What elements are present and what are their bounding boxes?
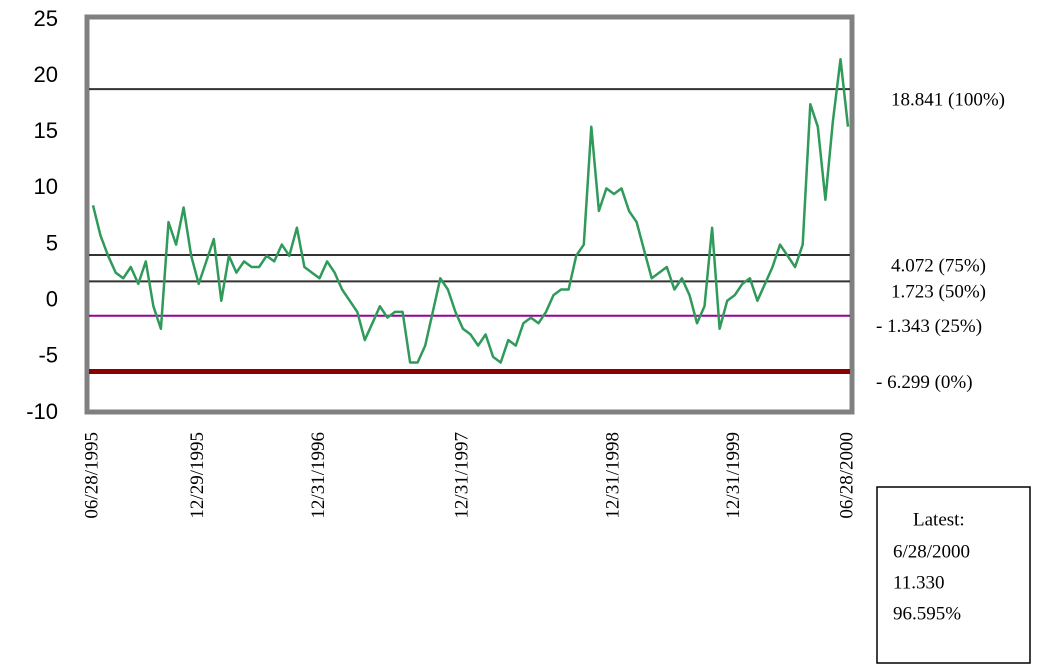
x-tick-label: 12/29/1995 xyxy=(187,432,208,519)
reference-label: 18.841 (100%) xyxy=(891,90,1005,111)
y-tick-label: 15 xyxy=(34,118,58,143)
latest-value: 11.330 xyxy=(893,572,945,593)
y-tick-label: -10 xyxy=(26,399,58,424)
latest-date: 6/28/2000 xyxy=(893,541,970,562)
latest-percent: 96.595% xyxy=(893,603,961,624)
reference-label: - 1.343 (25%) xyxy=(876,316,982,337)
y-tick-label: 25 xyxy=(34,6,58,31)
x-tick-label: 12/31/1997 xyxy=(451,432,472,519)
y-tick-label: 5 xyxy=(46,230,58,255)
x-tick-label: 06/28/1995 xyxy=(81,432,102,519)
reference-label: 1.723 (50%) xyxy=(891,282,986,303)
y-tick-label: -5 xyxy=(38,343,58,368)
x-tick-label: 12/31/1996 xyxy=(308,432,329,519)
latest-title: Latest: xyxy=(913,509,965,530)
x-tick-label: 12/31/1999 xyxy=(723,432,744,519)
y-tick-label: 0 xyxy=(46,287,58,312)
plot-frame xyxy=(84,14,855,415)
y-tick-label: 20 xyxy=(34,62,58,87)
reference-label: 4.072 (75%) xyxy=(891,255,986,276)
x-tick-label: 12/31/1998 xyxy=(602,432,623,519)
latest-box xyxy=(876,486,1031,664)
y-tick-label: 10 xyxy=(34,174,58,199)
x-tick-label: 06/28/2000 xyxy=(836,432,857,519)
reference-label: - 6.299 (0%) xyxy=(876,372,973,393)
data-line xyxy=(91,58,850,364)
